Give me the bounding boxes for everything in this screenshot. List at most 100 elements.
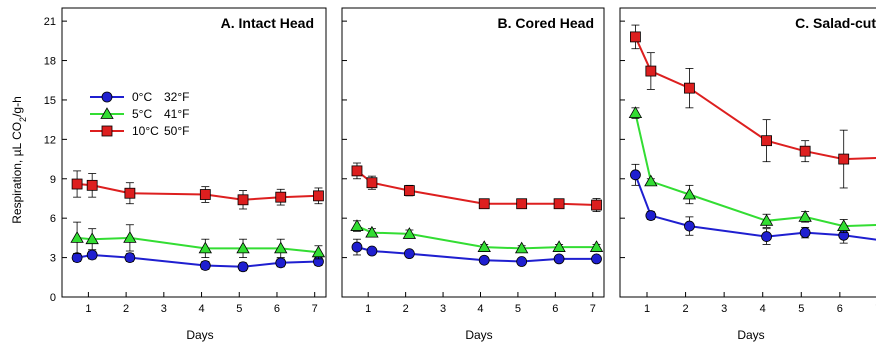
data-point bbox=[553, 253, 565, 265]
data-point bbox=[799, 145, 811, 157]
x-tick-label: 5 bbox=[236, 303, 242, 315]
series-2 bbox=[350, 219, 604, 254]
data-point bbox=[311, 245, 326, 258]
data-point bbox=[275, 191, 287, 203]
data-point bbox=[403, 248, 415, 260]
x-tick-label: 7 bbox=[590, 303, 596, 315]
legend-label-celsius: 0°C bbox=[132, 90, 152, 104]
data-point bbox=[684, 82, 695, 94]
x-axis-label: Days bbox=[186, 328, 213, 342]
panel-3: 1234567DaysC. Salad-cut bbox=[619, 7, 876, 342]
data-point bbox=[366, 245, 378, 257]
data-point bbox=[645, 65, 657, 77]
data-point bbox=[236, 241, 250, 254]
data-point bbox=[516, 198, 528, 210]
data-point bbox=[799, 227, 811, 239]
y-tick-label: 12 bbox=[44, 134, 56, 146]
data-point bbox=[628, 106, 643, 118]
y-axis-label-subscript: 2 bbox=[18, 117, 28, 122]
panel-2: 1 2 3 4 5 6 7 Days B. Cored Head bbox=[341, 7, 605, 342]
x-tick-label: 3 bbox=[161, 303, 167, 315]
legend-label-fahrenheit: 41°F bbox=[164, 107, 189, 121]
x-tick-label: 3 bbox=[440, 303, 446, 315]
data-point bbox=[237, 194, 249, 206]
data-point bbox=[514, 241, 529, 254]
series-1 bbox=[630, 163, 876, 245]
data-point bbox=[350, 219, 364, 231]
y-axis-label-unit: /g-h bbox=[10, 96, 24, 117]
data-point bbox=[761, 135, 772, 147]
data-point bbox=[366, 177, 378, 189]
x-axis-label: Days bbox=[737, 328, 764, 342]
legend-marker bbox=[100, 107, 114, 119]
x-tick-label: 5 bbox=[798, 303, 804, 315]
data-point bbox=[351, 165, 363, 177]
data-point bbox=[682, 187, 697, 200]
y-tick-label: 6 bbox=[50, 213, 56, 225]
x-tick-label: 6 bbox=[274, 303, 280, 315]
x-tick-label: 4 bbox=[760, 303, 766, 315]
data-point bbox=[124, 252, 136, 263]
data-point bbox=[199, 260, 211, 271]
data-point bbox=[237, 261, 249, 273]
x-tick-label: 2 bbox=[683, 303, 689, 315]
data-point bbox=[630, 169, 641, 181]
y-tick-label: 3 bbox=[50, 253, 56, 265]
data-point bbox=[274, 241, 288, 254]
y-tick-label: 0 bbox=[50, 292, 56, 304]
y-tick-label: 21 bbox=[44, 16, 56, 28]
data-point bbox=[478, 254, 490, 266]
series-1 bbox=[351, 238, 602, 267]
x-tick-label: 6 bbox=[552, 303, 558, 315]
legend-marker bbox=[101, 125, 113, 137]
panel-title: C. Salad-cut bbox=[795, 15, 876, 31]
data-point bbox=[798, 210, 812, 222]
x-tick-label: 6 bbox=[837, 303, 843, 315]
panel-frame bbox=[619, 7, 876, 298]
data-point bbox=[759, 214, 774, 226]
data-point bbox=[198, 241, 213, 254]
legend-label-fahrenheit: 50°F bbox=[164, 124, 189, 138]
legend-marker bbox=[101, 91, 113, 103]
x-tick-label: 1 bbox=[365, 303, 371, 315]
x-tick-label: 7 bbox=[312, 303, 318, 315]
y-tick-label: 15 bbox=[44, 95, 56, 107]
y-axis-label: Respiration, µL CO2/g-h bbox=[10, 96, 28, 224]
x-tick-label: 4 bbox=[477, 303, 483, 315]
data-point bbox=[123, 231, 137, 243]
data-point bbox=[199, 189, 211, 200]
legend-label-celsius: 5°C bbox=[132, 107, 152, 121]
legend: 0°C 32°F 5°C 41°F 10°C 50°F bbox=[90, 90, 189, 138]
panel-title: B. Cored Head bbox=[498, 15, 594, 31]
series-line bbox=[634, 36, 876, 161]
y-tick-label: 18 bbox=[44, 56, 56, 68]
x-tick-label: 4 bbox=[198, 303, 204, 315]
data-point bbox=[124, 187, 136, 199]
panel-frame bbox=[341, 7, 605, 298]
series-2 bbox=[70, 221, 326, 260]
y-tick-label: 9 bbox=[50, 174, 56, 186]
series-3 bbox=[71, 170, 324, 210]
series-3 bbox=[351, 162, 602, 213]
data-point bbox=[403, 185, 415, 196]
y-axis-label-main: Respiration, µL CO bbox=[10, 122, 24, 224]
x-tick-label: 2 bbox=[403, 303, 409, 315]
data-point bbox=[761, 231, 772, 242]
data-point bbox=[837, 219, 851, 231]
data-point bbox=[71, 178, 83, 190]
data-point bbox=[365, 225, 379, 238]
x-tick-label: 1 bbox=[644, 303, 650, 315]
data-point bbox=[86, 249, 98, 261]
x-tick-label: 2 bbox=[123, 303, 129, 315]
legend-label-celsius: 10°C bbox=[132, 124, 159, 138]
x-tick-label: 1 bbox=[85, 303, 91, 315]
data-point bbox=[275, 257, 287, 269]
data-point bbox=[71, 252, 83, 263]
data-point bbox=[630, 31, 641, 43]
data-point bbox=[478, 198, 490, 210]
panel-title: A. Intact Head bbox=[221, 15, 314, 31]
data-point bbox=[85, 232, 99, 245]
